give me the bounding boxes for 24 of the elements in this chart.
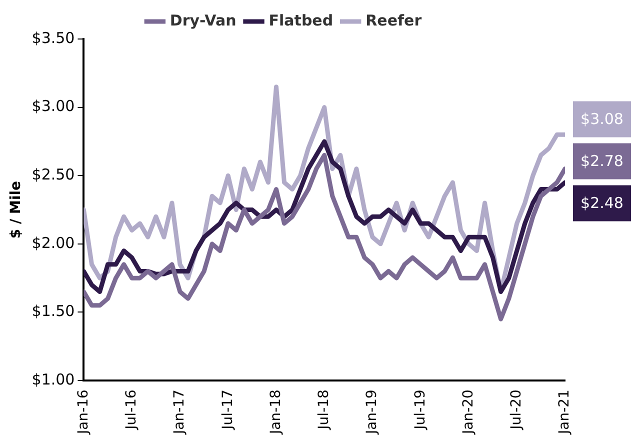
text: $2.48	[580, 194, 624, 212]
y-tick-label: $2.50	[32, 166, 75, 184]
x-tick-label: Jan-21	[556, 390, 573, 436]
x-tick-label: Jan-19	[364, 390, 380, 436]
legend-label: Reefer	[366, 11, 422, 30]
x-tick-label: Jan-18	[268, 390, 284, 436]
legend-label: Dry-Van	[170, 11, 236, 30]
text: $3.08	[580, 110, 624, 128]
x-tick-label: Jan-16	[75, 389, 92, 436]
legend-label: Flatbed	[268, 11, 334, 30]
x-tick-label: Jul-16	[124, 389, 140, 430]
y-axis-title: $ / Mile	[8, 180, 24, 239]
x-tick-label: Jan-17	[172, 390, 188, 436]
y-tick-label: $3.00	[32, 97, 75, 116]
y-tick-label: $3.50	[32, 28, 75, 47]
text: $2.78	[580, 152, 624, 170]
y-tick-label: $1.00	[32, 370, 75, 388]
x-tick-label: Jul-20	[508, 390, 525, 430]
x-tick-label: Jan-20	[460, 390, 476, 436]
y-tick-label: $1.50	[32, 302, 75, 320]
x-tick-label: Jul-19	[412, 390, 428, 430]
x-tick-label: Jul-18	[316, 390, 332, 430]
x-tick-label: Jul-17	[220, 390, 236, 430]
y-tick-label: $2.00	[32, 234, 75, 252]
